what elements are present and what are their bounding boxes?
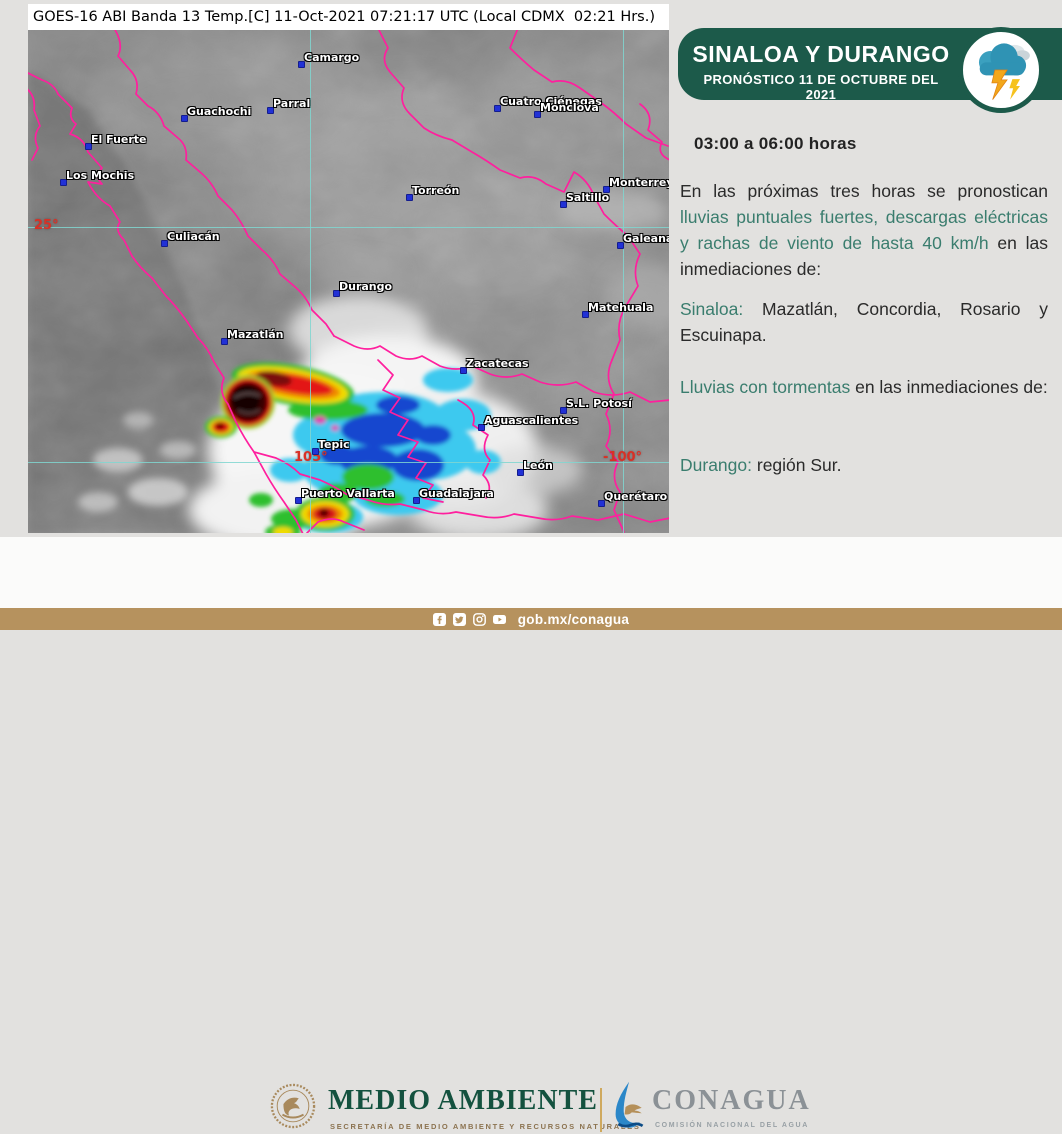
satellite-image: [28, 30, 669, 533]
grid-coordinate-label: 105°: [294, 450, 328, 465]
city-label: Los Mochis: [66, 169, 135, 182]
grid-coordinate-label: 25°: [34, 218, 59, 233]
city-dot: [298, 61, 305, 68]
mexico-government-seal-icon: [270, 1083, 316, 1129]
city-label: Saltillo: [566, 191, 610, 204]
satellite-map: 25° 105° -100° Camargo Parral Guachochi El Fue…: [28, 30, 669, 533]
city-dot: [60, 179, 67, 186]
city-label: Aguascalientes: [484, 414, 579, 427]
city-label: Matehuala: [588, 301, 654, 314]
graticule-parallel: [28, 462, 669, 463]
city-label: Durango: [339, 280, 393, 293]
city-label: Guadalajara: [419, 487, 494, 500]
medio-ambiente-subtitle: SECRETARÍA DE MEDIO AMBIENTE Y RECURSOS …: [330, 1122, 641, 1131]
city-dot: [221, 338, 228, 345]
graticule-parallel: [28, 227, 669, 228]
city-dot: [333, 290, 340, 297]
storm-cloud-lightning-icon: [958, 27, 1044, 113]
graticule-meridian: [310, 30, 311, 533]
conagua-waterdrop-icon: [615, 1081, 644, 1128]
forecast-paragraph-storms: Lluvias con tormentas en las inmediacion…: [680, 374, 1048, 400]
city-label: Camargo: [304, 51, 360, 64]
city-dot: [494, 105, 501, 112]
p4-highlight: Durango:: [680, 455, 752, 475]
city-label: El Fuerte: [91, 133, 147, 146]
city-dot: [582, 311, 589, 318]
youtube-icon: [492, 614, 506, 624]
city-label: Guachochi: [187, 105, 252, 118]
city-label: Galeana: [623, 232, 669, 245]
medio-ambiente-title: MEDIO AMBIENTE: [328, 1085, 598, 1116]
p1-highlight: lluvias puntuales fuertes, descargas elé…: [680, 207, 1048, 253]
bottom-bar: gob.mx/conagua: [0, 608, 1062, 630]
banner-title: SINALOA Y DURANGO: [692, 41, 950, 67]
city-dot: [181, 115, 188, 122]
city-dot: [534, 111, 541, 118]
city-label: Torreón: [412, 184, 460, 197]
forecast-paragraph-1: En las próximas tres horas se pronostica…: [680, 178, 1048, 282]
p2-tail: Mazatlán, Concordia, Rosario y Escuinapa…: [680, 299, 1048, 345]
state-borders: [28, 30, 669, 533]
city-label: Cuatro Ciénegas: [500, 95, 602, 108]
p2-highlight: Sinaloa:: [680, 299, 744, 319]
city-dot: [598, 500, 605, 507]
city-dot: [312, 448, 319, 455]
city-dot: [413, 497, 420, 504]
city-dot: [267, 107, 274, 114]
infographic-root: { "map": { "header": "GOES-16 ABI Banda …: [0, 4, 1062, 1132]
city-label: Culiacán: [167, 230, 220, 243]
city-dot: [560, 201, 567, 208]
city-dot: [517, 469, 524, 476]
forecast-paragraph-sinaloa: Sinaloa: Mazatlán, Concordia, Rosario y …: [680, 296, 1048, 348]
city-dot: [603, 186, 610, 193]
city-label: León: [523, 459, 553, 472]
city-dot: [560, 407, 567, 414]
conagua-subtitle: COMISIÓN NACIONAL DEL AGUA: [655, 1122, 809, 1129]
city-dot: [617, 242, 624, 249]
city-label: Monclova: [540, 101, 599, 114]
city-dot: [161, 240, 168, 247]
city-label: Mazatlán: [227, 328, 284, 341]
p3-tail: en las inmediaciones de:: [850, 377, 1048, 397]
scattered-clouds: [78, 412, 196, 512]
city-label: Zacatecas: [466, 357, 529, 370]
city-label: Parral: [273, 97, 311, 110]
gob-mx-url: gob.mx/conagua: [517, 611, 630, 627]
p1-tail: en las inmediaciones de:: [680, 233, 1048, 279]
city-label: Monterrey: [609, 176, 669, 189]
city-label: Puerto Vallarta: [301, 487, 395, 500]
storm-cold-core: [221, 375, 275, 429]
graticule-meridian: [623, 30, 624, 533]
twitter-icon: [452, 612, 466, 626]
p4-tail: región Sur.: [752, 455, 842, 475]
city-dot: [85, 143, 92, 150]
forecast-time-range: 03:00 a 06:00 horas: [694, 134, 857, 153]
city-label: S.L. Potosí: [566, 397, 632, 410]
grid-coordinate-label: -100°: [603, 450, 643, 465]
city-label: Querétaro: [604, 490, 668, 503]
goes-image-title: GOES-16 ABI Banda 13 Temp.[C] 11-Oct-202…: [28, 4, 669, 30]
city-dot: [406, 194, 413, 201]
conagua-title: CONAGUA: [652, 1085, 811, 1116]
city-dot: [478, 424, 485, 431]
instagram-icon: [472, 612, 486, 626]
city-dot: [295, 497, 302, 504]
forecast-paragraph-durango: Durango: región Sur.: [680, 452, 1048, 478]
facebook-icon: [432, 612, 446, 626]
city-dot: [460, 367, 467, 374]
p3-highlight: Lluvias con tormentas: [680, 377, 851, 397]
footer-logos: MEDIO AMBIENTE SECRETARÍA DE MEDIO AMBIE…: [0, 537, 1062, 1132]
banner-subtitle: PRONÓSTICO 11 DE OCTUBRE DEL 2021: [703, 72, 939, 102]
city-label: Tepic: [318, 438, 350, 451]
p1-plain: En las próximas tres horas se pronostica…: [680, 181, 1048, 201]
logo-divider: [600, 1088, 602, 1132]
